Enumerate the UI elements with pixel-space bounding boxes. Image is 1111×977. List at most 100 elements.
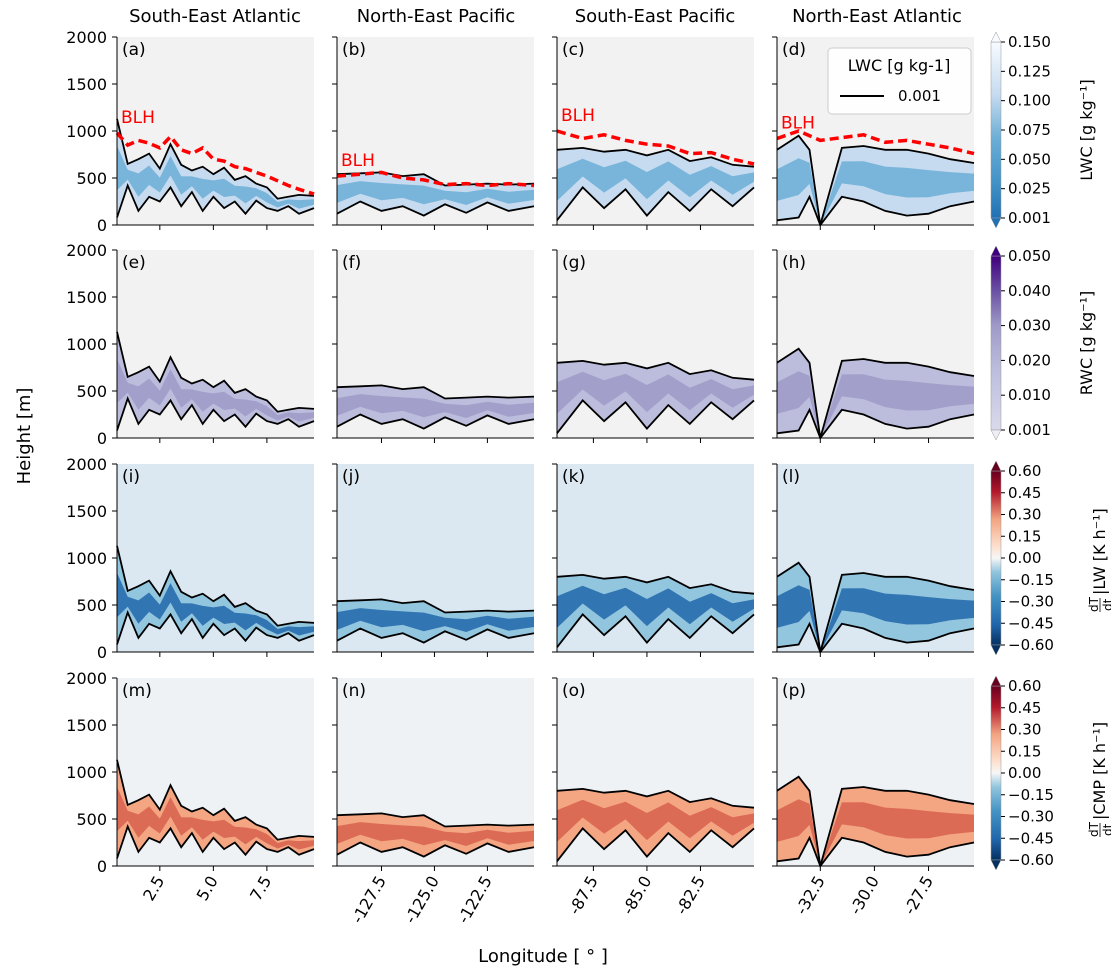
colorbar-lw-label: dT dt |LW [K h⁻¹] xyxy=(1087,508,1111,612)
column-title-4: North-East Atlantic xyxy=(792,6,962,27)
panel-1-3: (h) xyxy=(776,250,975,440)
colorbar-tick-label: 0.60 xyxy=(1008,677,1041,695)
panel-label: (l) xyxy=(782,467,800,487)
x-tick-label: 2.5 xyxy=(139,873,168,905)
x-tick-label: -30.0 xyxy=(846,873,883,918)
cloud-core-fill xyxy=(117,145,314,209)
panel-2-2: (k) xyxy=(556,464,755,653)
colorbar-tick-label: 0.30 xyxy=(1008,506,1041,524)
colorbar-tick-label: 0.040 xyxy=(1008,282,1051,300)
cloud-core-fill xyxy=(117,358,314,422)
panel-2-3: (l) xyxy=(776,464,975,654)
y-tick-label: 1500 xyxy=(66,75,107,94)
colorbar-cmp-dtdt: dT xyxy=(1087,821,1101,837)
panel-3-1: (n) xyxy=(336,678,535,867)
colorbar-cmp-gradient xyxy=(990,685,1002,861)
cloud-base-contour xyxy=(116,395,315,431)
cloud-base-contour xyxy=(116,609,315,645)
cloud-base-contour xyxy=(776,194,975,227)
cloud-top-contour xyxy=(556,359,755,381)
colorbar-tick-label: 0.075 xyxy=(1008,121,1051,139)
cloud-top-contour xyxy=(336,598,535,614)
panel-label: (n) xyxy=(342,681,366,701)
cloud-base-contour xyxy=(556,613,755,648)
colorbar-lwc-top-extend xyxy=(990,31,1002,43)
colorbar-lwc-bottom-extend xyxy=(990,217,1002,229)
cloud-core-fill xyxy=(337,181,534,205)
panels-layer: BLH (a) BLH (b) BLH (c) BLH (d) (e) (f) (g) (h) (i) (… xyxy=(115,37,975,868)
x-tick-label: -85.0 xyxy=(618,873,655,918)
y-tick-label: 2000 xyxy=(66,669,107,688)
y-tick-label: 500 xyxy=(76,596,107,615)
legend-title: LWC [g kg-1] xyxy=(848,56,951,75)
y-tick-label: 1000 xyxy=(66,335,107,354)
cloud-top-contour xyxy=(556,787,755,809)
blh-label: BLH xyxy=(561,106,595,126)
x-tick-label: -125.0 xyxy=(401,873,443,927)
cloud-top-contour xyxy=(116,759,315,841)
colorbar-tick-label: −0.60 xyxy=(1008,851,1054,869)
colorbar-cmp-label-text: |CMP [K h⁻¹] xyxy=(1090,722,1109,820)
colorbar-tick-label: 0.050 xyxy=(1008,247,1051,265)
cloud-base-contour xyxy=(776,407,975,440)
colorbar-tick-label: 0.001 xyxy=(1008,421,1051,439)
panel-label: (o) xyxy=(562,681,586,701)
colorbar-lw-dt: dt xyxy=(1101,598,1111,611)
cloud-top-contour xyxy=(776,561,975,653)
cloud-base-contour xyxy=(336,627,535,644)
y-tick-label: 1500 xyxy=(66,288,107,307)
panel-3-2: (o) xyxy=(556,678,755,867)
column-title-1: South-East Atlantic xyxy=(129,6,301,27)
cloud-base-contour xyxy=(116,823,315,859)
colorbar-rwc: RWC [g kg⁻¹] xyxy=(990,245,1096,441)
y-tick-label: 0 xyxy=(97,857,107,876)
blh-line xyxy=(776,129,975,156)
panel-3-0: (m) xyxy=(116,678,315,867)
cloud-top-contour xyxy=(116,331,315,413)
colorbar-rwc-gradient xyxy=(990,255,1002,431)
cloud-top-contour xyxy=(776,347,975,439)
colorbar-rwc-label: RWC [g kg⁻¹] xyxy=(1077,291,1096,396)
panel-label: (m) xyxy=(122,681,152,701)
colorbar-rwc-bottom-extend xyxy=(990,429,1002,441)
cloud-core-fill xyxy=(777,799,974,866)
cloud-core-fill xyxy=(337,822,534,846)
panel-label: (c) xyxy=(562,40,585,60)
colorbar-lwc: LWC [g kg⁻¹] xyxy=(990,31,1096,229)
y-tick-label: 500 xyxy=(76,810,107,829)
y-tick-label: 0 xyxy=(97,429,107,448)
colorbar-rwc-top-extend xyxy=(990,245,1002,257)
colorbar-tick-label: 0.15 xyxy=(1008,527,1041,545)
blh-line xyxy=(556,129,755,166)
cloud-base-contour xyxy=(776,835,975,868)
x-tick-label: -87.5 xyxy=(565,873,602,918)
x-tick-label: -127.5 xyxy=(348,873,390,927)
panel-2-1: (j) xyxy=(336,464,535,653)
colorbar-tick-label: 0.45 xyxy=(1008,699,1041,717)
cloud-base-contour xyxy=(116,182,315,218)
blh-line xyxy=(336,170,535,188)
cloud-core-fill xyxy=(337,608,534,632)
cloud-base-contour xyxy=(336,200,535,217)
colorbar-lw: dT dt |LW [K h⁻¹] xyxy=(990,460,1111,656)
cloud-core-fill xyxy=(117,572,314,636)
cloud-core-fill xyxy=(117,786,314,850)
y-tick-label: 500 xyxy=(76,169,107,188)
legend-entry: 0.001 xyxy=(898,87,941,105)
cloud-base-contour xyxy=(336,841,535,858)
colorbar-tick-label: −0.30 xyxy=(1008,808,1054,826)
cloud-top-contour xyxy=(556,146,755,168)
panel-label: (h) xyxy=(782,253,806,273)
colorbar-tick-label: 0.100 xyxy=(1008,92,1051,110)
colorbar-tick-label: 0.60 xyxy=(1008,462,1041,480)
panel-1-1: (f) xyxy=(336,250,535,439)
colorbar-tick-label: 0.125 xyxy=(1008,62,1051,80)
panel-label: (a) xyxy=(122,40,146,60)
y-tick-label: 0 xyxy=(97,216,107,235)
colorbar-lw-top-extend xyxy=(990,460,1002,472)
cloud-top-contour xyxy=(116,118,315,200)
cloud-core-fill xyxy=(557,158,754,201)
colorbar-tick-label: 0.001 xyxy=(1008,209,1051,227)
column-title-2: North-East Pacific xyxy=(357,6,516,27)
